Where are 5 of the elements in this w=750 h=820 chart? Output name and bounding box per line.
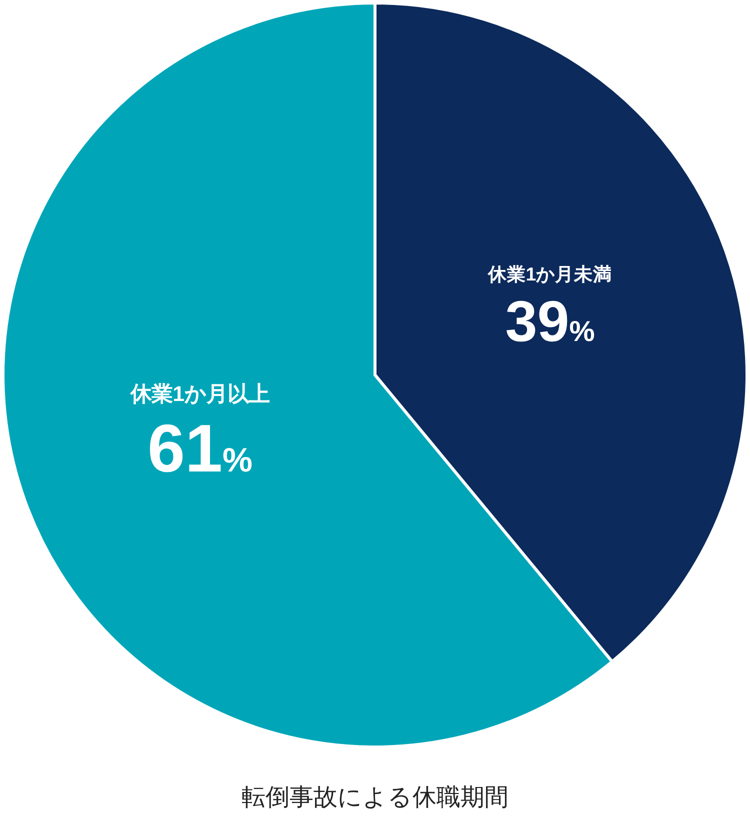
data-label: 39% — [505, 290, 595, 354]
data-label: 61% — [147, 412, 253, 487]
text: 転倒事故による休職期間 — [242, 784, 508, 811]
slice-label: 休業1か月以上 — [130, 382, 270, 406]
slice-label: 休業1か月未満 — [486, 263, 612, 284]
